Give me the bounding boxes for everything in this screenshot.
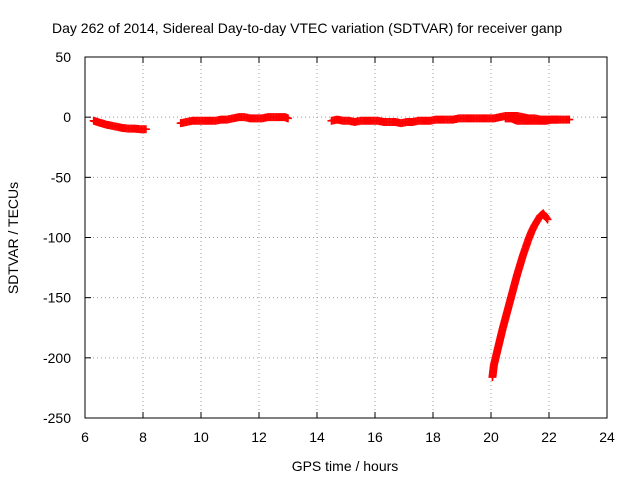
series-segment-1: [89, 116, 150, 134]
x-tick-label: 6: [81, 429, 89, 445]
x-tick-label: 8: [139, 429, 147, 445]
tick-labels: 6 8 10 12 14 16 18 20 22 24 50 0 -50 -100 -150 -200 -250: [43, 49, 615, 445]
x-tick-label: 14: [309, 429, 325, 445]
x-tick-label: 16: [367, 429, 383, 445]
data-point: [141, 125, 150, 134]
chart-title: Day 262 of 2014, Sidereal Day-to-day VTE…: [52, 20, 562, 36]
data-point: [565, 115, 574, 124]
x-tick-label: 10: [193, 429, 209, 445]
x-tick-label: 20: [483, 429, 499, 445]
plot-frame: [84, 56, 608, 419]
series-segment-5: [488, 209, 552, 382]
y-tick-label: -100: [43, 230, 71, 246]
x-axis-label: GPS time / hours: [292, 458, 399, 474]
y-tick-label: -50: [51, 169, 71, 185]
x-tick-label: 24: [599, 429, 615, 445]
y-tick-label: 0: [63, 109, 71, 125]
data-point: [543, 215, 552, 224]
series-segment-2: [176, 113, 292, 128]
series-segment-4: [501, 114, 562, 125]
y-tick-label: 50: [55, 49, 71, 65]
y-tick-label: -150: [43, 290, 71, 306]
data-point: [284, 114, 292, 123]
data-points: [89, 111, 574, 382]
x-tick-label: 12: [251, 429, 267, 445]
data-point: [542, 214, 551, 223]
x-tick-label: 22: [541, 429, 557, 445]
y-tick-label: -200: [43, 350, 71, 366]
y-axis-label: SDTVAR / TECUs: [5, 182, 21, 294]
data-point: [553, 115, 562, 124]
y-tick-label: -250: [43, 410, 71, 426]
x-tick-label: 18: [425, 429, 441, 445]
